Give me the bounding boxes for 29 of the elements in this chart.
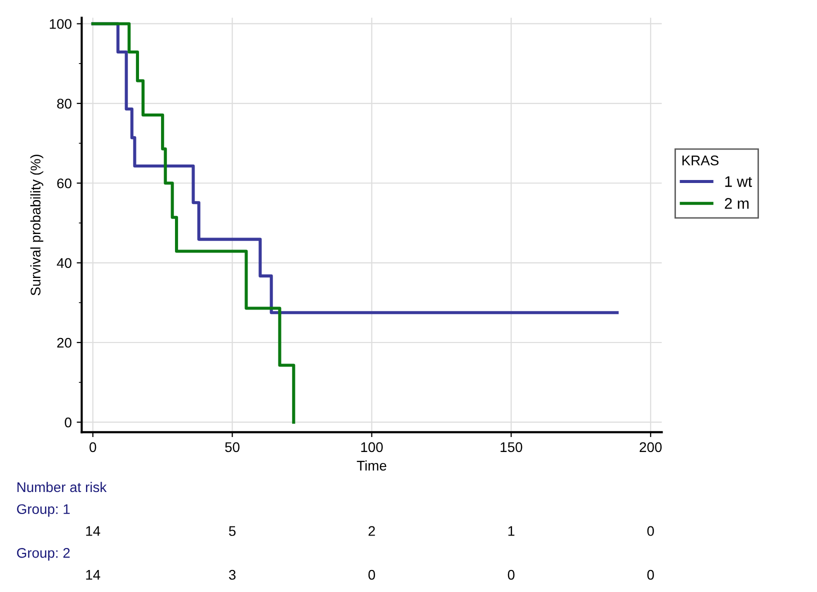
text: Group: 1 bbox=[17, 504, 70, 517]
x-axis-title: Time bbox=[356, 460, 386, 471]
x-tick-label: 0 bbox=[90, 442, 96, 452]
text: 14 bbox=[86, 570, 100, 580]
text: 3 bbox=[228, 570, 236, 580]
y-axis-title: Survival probability (%) bbox=[30, 154, 44, 296]
text: 14 bbox=[86, 526, 100, 536]
x-tick-label: 200 bbox=[640, 442, 662, 452]
x-tick-label: 150 bbox=[500, 442, 522, 452]
text: 0 bbox=[368, 570, 376, 580]
text: Group: 2 bbox=[17, 548, 70, 561]
text: 0 bbox=[647, 526, 654, 536]
y-tick-label: 20 bbox=[57, 338, 72, 348]
y-tick-label: 40 bbox=[56, 258, 72, 268]
legend-title: KRAS bbox=[682, 156, 719, 166]
text: 1 bbox=[508, 526, 514, 536]
text: Number at risk bbox=[17, 482, 107, 492]
text: 0 bbox=[508, 570, 514, 580]
text: 2 bbox=[368, 526, 375, 536]
text: 0 bbox=[647, 570, 654, 580]
y-tick-label: 60 bbox=[57, 178, 72, 188]
x-tick-label: 50 bbox=[225, 442, 240, 452]
y-tick-label: 100 bbox=[50, 19, 72, 29]
x-tick-label: 100 bbox=[361, 442, 383, 452]
y-tick-label: 0 bbox=[64, 418, 72, 428]
text: 5 bbox=[228, 526, 236, 536]
legend-label: 1 wt bbox=[725, 176, 752, 187]
y-tick-label: 80 bbox=[57, 98, 72, 109]
legend-label: 2 m bbox=[724, 198, 749, 209]
